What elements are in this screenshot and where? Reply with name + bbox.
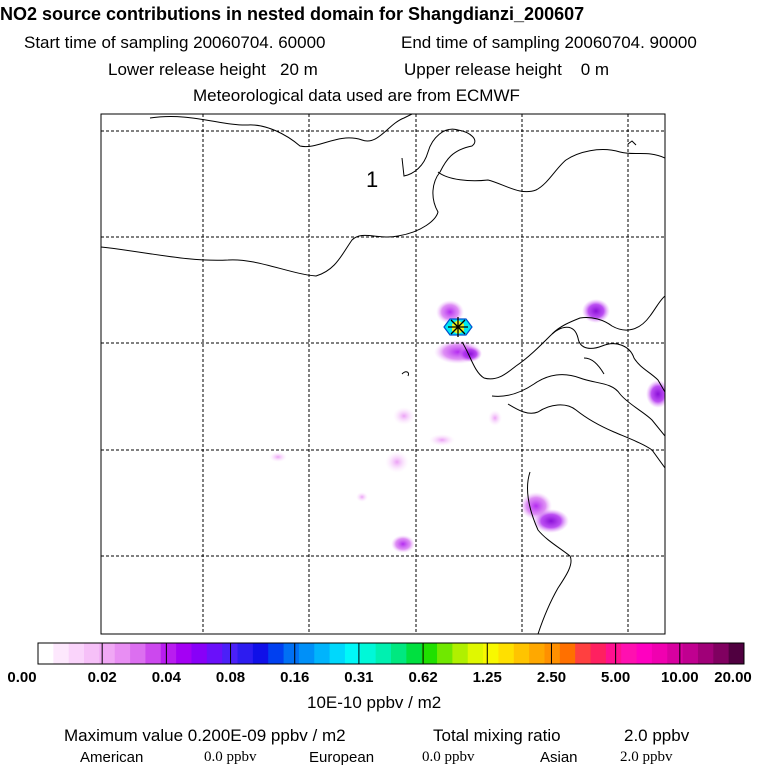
colorbar-swatch (38, 643, 54, 664)
colorbar-swatch (421, 643, 438, 664)
colorbar-swatch (529, 643, 545, 664)
page-title: NO2 source contributions in nested domai… (0, 4, 585, 24)
colorbar-swatch (99, 643, 116, 664)
colorbar-tick-label: 20.00 (714, 669, 752, 686)
colorbar-swatch (605, 643, 622, 664)
colorbar-swatch (176, 643, 192, 664)
colorbar-tick-label: 0.04 (151, 669, 181, 686)
colorbar-swatch (559, 643, 576, 664)
total-mixing-ratio-value: 2.0 ppbv (624, 726, 690, 745)
colorbar-swatch (298, 643, 315, 664)
colorbar-swatch (682, 643, 699, 664)
colorbar-swatch (114, 643, 131, 664)
colorbar-swatch (268, 643, 285, 664)
colorbar-swatch (314, 643, 331, 664)
asian-value: 2.0 ppbv (620, 749, 673, 765)
region-label: 1 (366, 167, 378, 192)
colorbar-swatch (391, 643, 407, 664)
colorbar-swatch (191, 643, 208, 664)
total-mixing-ratio-label: Total mixing ratio (433, 726, 561, 745)
colorbar-swatch (575, 643, 592, 664)
european-value: 0.0 ppbv (422, 749, 475, 765)
colorbar-tick-label: 0.02 (87, 669, 117, 686)
colorbar-frame (37, 642, 745, 665)
colorbar-tick-label: 0.00 (7, 669, 37, 686)
colorbar-swatch (206, 643, 223, 664)
colorbar-unit-label: 10E-10 ppbv / m2 (307, 693, 442, 712)
colorbar-swatch (145, 643, 162, 664)
colorbar-swatch (713, 643, 730, 664)
american-label: American (80, 749, 144, 766)
colorbar-swatch (590, 643, 607, 664)
colorbar-swatch (53, 643, 70, 664)
colorbar-tick-label: 0.08 (215, 669, 246, 686)
colorbar-tick-label: 10.00 (661, 669, 699, 686)
colorbar-tick-label: 0.31 (344, 669, 374, 686)
end-time-label: End time of sampling 20060704. 90000 (401, 33, 697, 52)
colorbar-tick-label: 2.50 (536, 669, 567, 686)
colorbar-tick-label: 0.16 (280, 669, 310, 686)
colorbar-swatch (667, 643, 684, 664)
asian-label: Asian (540, 749, 578, 766)
colorbar-swatch (360, 643, 377, 664)
lat-lon-grid (101, 114, 665, 634)
colorbar-swatch (651, 643, 668, 664)
colorbar-swatch (513, 643, 530, 664)
colorbar-swatch (329, 643, 346, 664)
colorbar-swatch (84, 643, 100, 664)
colorbar-swatch (237, 643, 254, 664)
colorbar-swatch (498, 643, 515, 664)
colorbar-swatch (406, 643, 423, 664)
colorbar-tick-label: 0.62 (408, 669, 438, 686)
colorbar-swatch (437, 643, 453, 664)
colorbar-swatch (697, 643, 714, 664)
colorbar-swatch (344, 643, 361, 664)
colorbar-swatch (636, 643, 653, 664)
colorbar-swatch (130, 643, 146, 664)
colorbar-swatch (467, 643, 484, 664)
start-time-label: Start time of sampling 20060704. 60000 (24, 33, 326, 52)
lower-release-label: Lower release height 20 m (108, 60, 318, 79)
colorbar-swatch (68, 643, 85, 664)
colorbar-swatch (621, 643, 638, 664)
colorbar-swatch (728, 643, 745, 664)
coastlines (101, 114, 665, 634)
met-data-label: Meteorological data used are from ECMWF (193, 86, 520, 105)
colorbar-swatch (375, 643, 392, 664)
colorbar-swatch (483, 643, 499, 664)
colorbar-swatch (160, 643, 177, 664)
colorbar-tick-label: 1.25 (472, 669, 502, 686)
map-frame (100, 113, 666, 635)
colorbar-swatch (452, 643, 469, 664)
maximum-value-label: Maximum value 0.200E-09 ppbv / m2 (64, 726, 346, 745)
colorbar-tick-label: 5.00 (601, 669, 631, 686)
colorbar-swatch (283, 643, 300, 664)
station-star-icon (443, 317, 473, 337)
european-label: European (309, 749, 375, 766)
upper-release-label: Upper release height 0 m (404, 60, 610, 79)
colorbar-swatch (544, 643, 561, 664)
colorbar-swatch (252, 643, 269, 664)
american-value: 0.0 ppbv (204, 749, 257, 765)
